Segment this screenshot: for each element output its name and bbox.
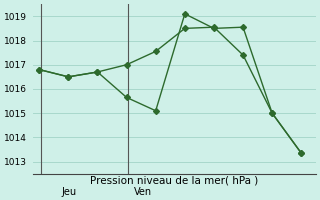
- Text: Jeu: Jeu: [61, 187, 76, 197]
- X-axis label: Pression niveau de la mer( hPa ): Pression niveau de la mer( hPa ): [91, 175, 259, 185]
- Text: Ven: Ven: [134, 187, 152, 197]
